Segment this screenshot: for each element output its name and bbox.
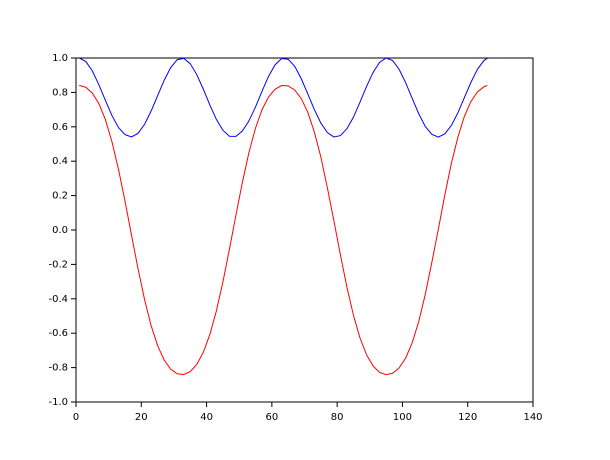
y-tick-label: 1.0 [52,53,68,64]
y-tick-label: 0.2 [52,191,68,202]
x-tick-label: 80 [331,412,344,423]
x-tick-label: 100 [393,412,412,423]
x-tick-label: 120 [458,412,477,423]
x-tick-label: 0 [73,412,79,423]
line-series [79,57,488,138]
x-tick-label: 40 [200,412,213,423]
y-tick-label: 0.6 [52,122,68,133]
y-tick-label: -0.8 [48,363,68,374]
y-tick-label: 0.0 [52,225,68,236]
x-tick-label: 60 [265,412,278,423]
plot-frame [75,57,534,403]
y-tick-label: -1.0 [48,397,68,408]
line-series [79,84,488,376]
y-tick-label: -0.2 [48,259,68,270]
y-tick-label: -0.4 [48,294,68,305]
y-tick-label: 0.4 [52,156,68,167]
y-tick-label: -0.6 [48,328,68,339]
y-tick-label: 0.8 [52,87,68,98]
x-tick-label: 20 [135,412,148,423]
x-tick-label: 140 [523,412,542,423]
